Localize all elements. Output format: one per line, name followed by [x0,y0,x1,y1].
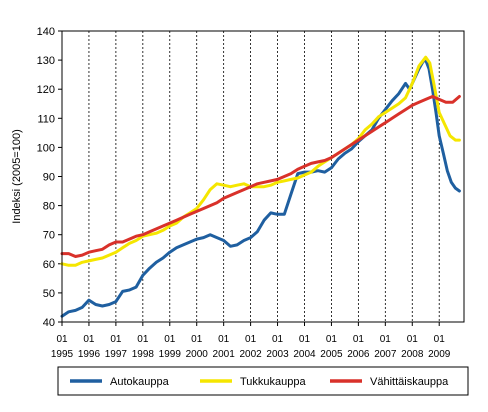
x-tick-year: 2005 [320,349,343,360]
y-tick-label: 60 [43,259,55,271]
x-tick-month: 01 [326,334,338,345]
x-tick-year: 2001 [213,349,236,360]
x-tick-month: 01 [380,334,392,345]
legend: Autokauppa Tukkukauppa Vähittäiskauppa [57,366,469,396]
y-tick-label: 40 [43,317,55,329]
x-tick-month: 01 [272,334,284,345]
x-tick-year: 1997 [105,349,128,360]
y-tick-label: 130 [37,55,55,67]
x-tick-year: 1995 [51,349,74,360]
x-tick-year: 1998 [132,349,155,360]
y-axis-label: Indeksi (2005=100) [11,129,23,223]
x-tick-month: 01 [137,334,149,345]
x-tick-month: 01 [56,334,68,345]
x-tick-year: 2008 [401,349,424,360]
legend-label: Tukkukauppa [240,376,307,388]
x-tick-year: 2003 [266,349,289,360]
y-tick-label: 70 [43,230,55,242]
plot-frame [61,30,465,323]
x-tick-month: 01 [164,334,176,345]
series-line-vähittäiskauppa [60,95,461,258]
y-axis: 40 50 60 70 80 90 100 110 120 130 140 [37,26,62,329]
x-tick-month: 01 [218,334,230,345]
x-tick-month: 01 [245,334,257,345]
y-tick-label: 120 [37,84,55,96]
x-tick-month: 01 [353,334,365,345]
vertical-gridlines [88,31,440,322]
x-axis: 01 1995 01 1996 01 1997 01 1998 01 1999 01 2000 01 20… [51,322,451,360]
series-lines [60,55,461,318]
x-tick-month: 01 [299,334,311,345]
legend-label: Autokauppa [110,376,170,388]
x-tick-month: 01 [83,334,95,345]
x-tick-month: 01 [434,334,446,345]
y-tick-label: 140 [37,26,55,38]
x-tick-month: 01 [191,334,203,345]
x-tick-month: 01 [407,334,419,345]
x-tick-year: 2009 [428,349,451,360]
y-tick-label: 110 [37,113,55,125]
x-tick-month: 01 [110,334,122,345]
y-tick-label: 80 [43,201,55,213]
x-tick-year: 1996 [78,349,101,360]
y-tick-label: 100 [37,142,55,154]
y-tick-label: 90 [43,172,55,184]
x-tick-year: 2004 [293,349,316,360]
y-tick-label: 50 [43,288,55,300]
series-line-tukkukauppa [60,55,461,267]
x-tick-year: 2007 [374,349,397,360]
legend-box [57,366,469,396]
x-tick-year: 1999 [159,349,182,360]
x-tick-year: 2000 [186,349,209,360]
legend-label: Vähittäiskauppa [370,376,449,388]
x-tick-year: 2002 [239,349,262,360]
x-tick-year: 2006 [347,349,370,360]
